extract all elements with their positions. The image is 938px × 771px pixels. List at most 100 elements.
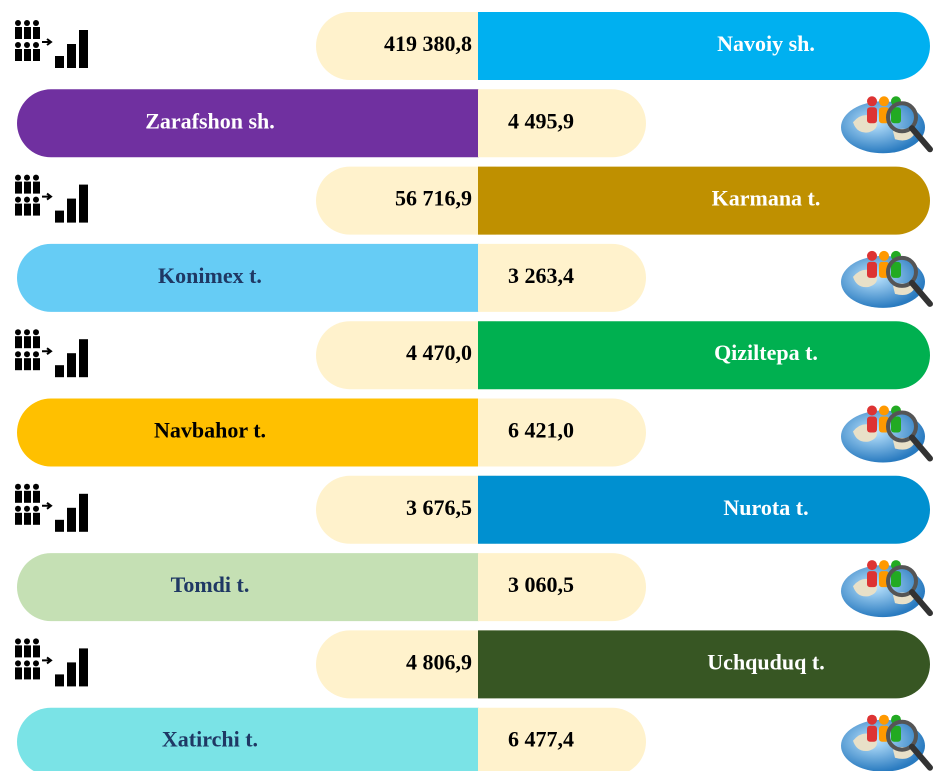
bar-icon xyxy=(67,353,76,378)
bar-icon xyxy=(55,674,64,687)
name: Nurota t. xyxy=(723,495,808,520)
person-head xyxy=(24,196,30,203)
person-body xyxy=(33,27,40,39)
globe-icon xyxy=(841,560,933,618)
person-head xyxy=(24,660,30,667)
figure-body xyxy=(891,416,901,433)
person-body xyxy=(33,181,40,194)
lens xyxy=(886,101,918,134)
person-head xyxy=(24,351,30,358)
name: Navbahor t. xyxy=(154,418,266,443)
value-pill xyxy=(316,321,496,390)
person-head xyxy=(15,660,21,667)
figure-head xyxy=(879,714,889,725)
handle xyxy=(909,589,933,617)
name: Karmana t. xyxy=(712,186,821,211)
value-pill xyxy=(316,475,496,544)
bar-icon xyxy=(55,56,64,68)
person-head xyxy=(24,329,30,336)
person-head xyxy=(33,196,39,203)
person-head xyxy=(15,329,21,336)
person-head xyxy=(15,505,21,512)
people-chart-icon xyxy=(15,174,88,223)
person-body xyxy=(15,181,22,194)
person-head xyxy=(15,196,21,203)
globe-icon xyxy=(841,405,933,463)
globe-icon xyxy=(841,714,933,771)
person-head xyxy=(33,329,39,336)
value: 3 676,5 xyxy=(406,495,472,520)
person-body xyxy=(24,358,31,371)
figure-head xyxy=(867,250,877,261)
figure-head xyxy=(867,405,877,416)
figure-body xyxy=(891,571,901,588)
name-bar xyxy=(478,166,930,235)
bar-icon xyxy=(79,493,88,532)
person-head xyxy=(15,483,21,490)
person-head xyxy=(24,505,30,512)
bar-icon xyxy=(67,198,76,223)
person-head xyxy=(33,638,39,645)
person-head xyxy=(15,174,21,181)
figure-head xyxy=(879,250,889,261)
person-body xyxy=(33,336,40,349)
person-head xyxy=(15,351,21,358)
value-pill xyxy=(478,707,646,771)
name: Konimex t. xyxy=(158,263,262,288)
person-head xyxy=(33,351,39,358)
bar-icon xyxy=(55,519,64,532)
value: 4 470,0 xyxy=(406,340,472,365)
value-pill xyxy=(478,553,646,622)
lens xyxy=(886,565,918,598)
bar-icon xyxy=(79,30,88,68)
name-bar xyxy=(478,12,930,80)
name-bar xyxy=(17,707,479,771)
value: 6 421,0 xyxy=(508,418,574,443)
figure-body xyxy=(867,107,877,124)
name-bar xyxy=(17,243,479,312)
person-head xyxy=(15,42,21,48)
person-head xyxy=(15,20,21,26)
figure-head xyxy=(879,405,889,416)
person-body xyxy=(15,512,22,525)
person-body xyxy=(15,336,22,349)
globe-icon xyxy=(841,96,933,154)
people-chart-icon xyxy=(15,329,88,378)
globe-icon xyxy=(841,250,933,308)
figure-head xyxy=(879,560,889,571)
name-bar xyxy=(17,398,479,467)
arrow xyxy=(42,192,53,201)
person-head xyxy=(24,483,30,490)
person-head xyxy=(24,174,30,181)
arrow xyxy=(42,656,53,665)
value-pill xyxy=(478,398,646,467)
person-body xyxy=(33,490,40,503)
person-body xyxy=(15,358,22,371)
bar-icon xyxy=(67,44,76,68)
person-body xyxy=(15,667,22,680)
person-body xyxy=(15,490,22,503)
value: 419 380,8 xyxy=(384,31,472,56)
figure-body xyxy=(867,725,877,742)
value: 4 806,9 xyxy=(406,649,472,674)
person-body xyxy=(33,358,40,371)
person-body xyxy=(33,49,40,61)
bar-icon xyxy=(79,648,88,687)
person-head xyxy=(33,483,39,490)
person-body xyxy=(33,667,40,680)
figure-body xyxy=(891,107,901,124)
value: 4 495,9 xyxy=(508,108,574,133)
people-chart-icon xyxy=(15,483,88,532)
name-bar xyxy=(17,89,479,158)
person-head xyxy=(33,20,39,26)
person-head xyxy=(33,660,39,667)
arrow xyxy=(42,501,53,510)
person-body xyxy=(24,203,31,216)
people-chart-icon xyxy=(15,638,88,687)
handle xyxy=(909,434,933,462)
person-body xyxy=(33,645,40,658)
bar-icon xyxy=(55,210,64,223)
figure-body xyxy=(867,416,877,433)
person-head xyxy=(24,42,30,48)
value: 3 263,4 xyxy=(508,263,574,288)
